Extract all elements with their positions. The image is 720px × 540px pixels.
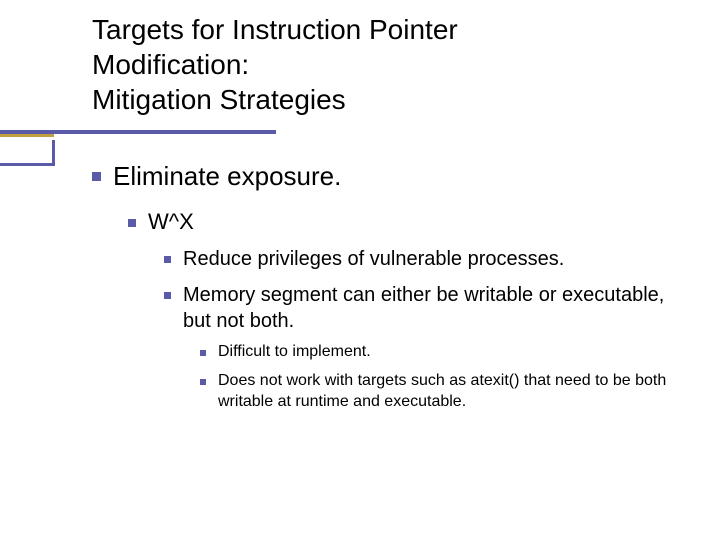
- list-item-text: Memory segment can either be writable or…: [183, 282, 672, 334]
- square-bullet-icon: [128, 219, 136, 227]
- list-item: Eliminate exposure.: [92, 160, 672, 194]
- title-line-1: Targets for Instruction Pointer: [92, 14, 458, 45]
- square-bullet-icon: [164, 292, 171, 299]
- title-text: Targets for Instruction Pointer Modifica…: [92, 12, 652, 117]
- side-tick-horizontal: [0, 163, 52, 166]
- slide: Targets for Instruction Pointer Modifica…: [0, 0, 720, 540]
- title-line-2: Modification:: [92, 49, 249, 80]
- title-underline-accent: [0, 134, 54, 137]
- list-item-text: Difficult to implement.: [218, 342, 371, 363]
- list-item: Memory segment can either be writable or…: [164, 282, 672, 334]
- slide-title: Targets for Instruction Pointer Modifica…: [92, 12, 652, 117]
- list-group: Reduce privileges of vulnerable processe…: [92, 246, 672, 334]
- square-bullet-icon: [200, 350, 206, 356]
- list-item-text: Eliminate exposure.: [113, 160, 341, 194]
- list-item-text: Does not work with targets such as atexi…: [218, 371, 672, 413]
- content-area: Eliminate exposure. W^X Reduce privilege…: [92, 160, 672, 419]
- list-item: Does not work with targets such as atexi…: [200, 371, 672, 413]
- list-item: Difficult to implement.: [200, 342, 672, 363]
- side-tick-vertical: [52, 140, 55, 166]
- list-item: Reduce privileges of vulnerable processe…: [164, 246, 672, 272]
- square-bullet-icon: [200, 379, 206, 385]
- list-item-text: Reduce privileges of vulnerable processe…: [183, 246, 564, 272]
- list-item-text: W^X: [148, 208, 194, 237]
- square-bullet-icon: [92, 172, 101, 181]
- square-bullet-icon: [164, 256, 171, 263]
- list-group: Difficult to implement. Does not work wi…: [92, 342, 672, 412]
- list-item: W^X: [128, 208, 672, 237]
- title-line-3: Mitigation Strategies: [92, 84, 346, 115]
